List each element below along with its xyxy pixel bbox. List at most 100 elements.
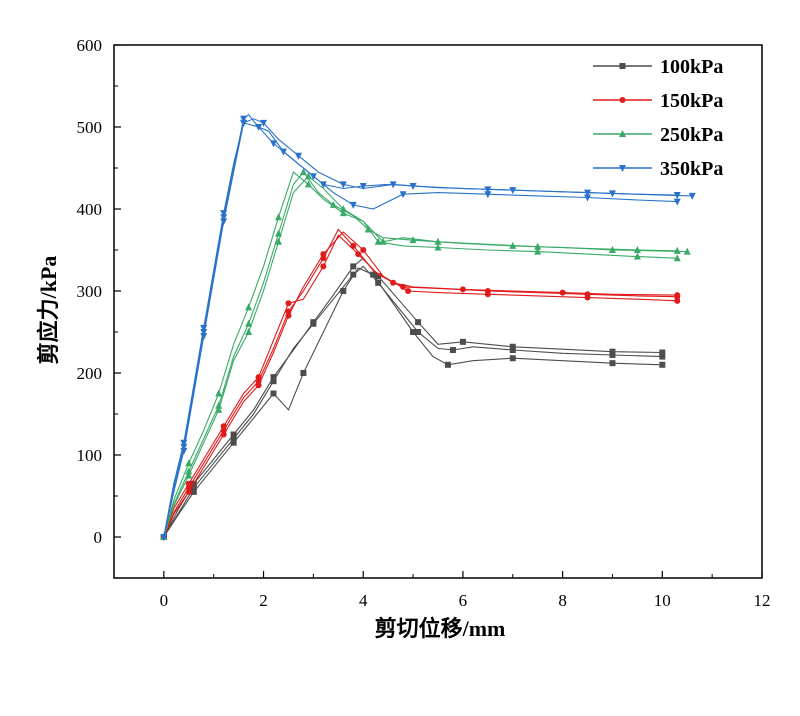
x-tick-label: 4 — [359, 591, 368, 610]
data-point — [180, 447, 188, 455]
y-tick-label: 100 — [77, 446, 103, 465]
data-point — [673, 254, 681, 262]
y-tick-label: 200 — [77, 364, 103, 383]
series-100kPa — [160, 257, 666, 540]
data-point — [415, 329, 422, 335]
x-tick-label: 0 — [160, 591, 169, 610]
data-point — [190, 488, 197, 495]
data-point — [674, 297, 681, 304]
data-point — [375, 273, 382, 280]
data-point — [509, 343, 516, 350]
data-point — [200, 333, 208, 341]
y-tick-label: 300 — [77, 282, 103, 301]
data-point — [434, 237, 442, 245]
x-tick-label: 10 — [654, 591, 671, 610]
legend-label: 250kPa — [660, 124, 723, 146]
data-point — [370, 271, 377, 278]
data-point — [245, 328, 253, 335]
legend: 100kPa 150kPa 250kPa 350kPa — [593, 56, 723, 180]
data-point — [270, 378, 277, 385]
data-point — [240, 119, 248, 127]
data-point — [434, 243, 442, 251]
data-point — [245, 303, 253, 311]
y-tick-label: 500 — [77, 118, 103, 137]
series-line — [163, 175, 678, 538]
data-point — [304, 180, 312, 188]
data-point — [230, 439, 237, 446]
data-point — [360, 247, 367, 253]
legend-label: 150kPa — [660, 90, 723, 112]
data-point — [415, 319, 422, 326]
x-tick-label: 2 — [259, 591, 268, 610]
data-point — [339, 181, 347, 189]
y-tick-label: 400 — [77, 200, 103, 219]
data-point — [310, 319, 317, 326]
data-point — [619, 130, 626, 137]
data-point — [185, 459, 193, 467]
data-point — [349, 201, 357, 209]
data-point — [270, 390, 277, 397]
series-line — [163, 113, 693, 538]
data-point — [299, 168, 307, 176]
series-line — [163, 228, 678, 538]
data-point — [619, 97, 626, 103]
data-point — [255, 382, 262, 389]
data-point — [389, 181, 397, 189]
data-point — [584, 189, 592, 197]
data-point — [359, 183, 367, 191]
x-tick-label: 6 — [459, 591, 468, 610]
data-point — [270, 140, 278, 148]
data-point — [220, 214, 228, 222]
data-point — [215, 405, 223, 413]
y-axis-title: 剪应力/kPa — [36, 256, 61, 365]
plot-frame — [113, 44, 763, 579]
data-point — [285, 312, 292, 319]
data-point — [350, 263, 357, 270]
series-layer — [160, 113, 696, 541]
data-point — [673, 192, 681, 200]
series-line — [163, 231, 678, 538]
data-point — [659, 361, 666, 368]
data-point — [320, 263, 327, 270]
data-point — [484, 291, 491, 298]
x-axis-title: 剪切位移/mm — [375, 616, 506, 641]
series-line — [163, 257, 663, 538]
axis-ticks: 0 2 4 6 8 10 12 0 100 200 300 400 500 600 — [77, 36, 771, 610]
data-point — [185, 471, 193, 479]
legend-label: 350kPa — [660, 158, 723, 180]
data-point — [659, 353, 666, 360]
data-point — [484, 186, 492, 194]
data-point — [674, 293, 681, 300]
data-point — [180, 443, 188, 451]
data-point — [185, 488, 192, 495]
data-point — [449, 347, 456, 354]
data-point — [309, 173, 317, 181]
series-150kPa — [160, 228, 681, 540]
series-line — [163, 265, 663, 538]
data-point — [350, 271, 357, 278]
data-point — [304, 172, 312, 180]
data-point — [619, 165, 626, 172]
y-tick-label: 0 — [94, 528, 103, 547]
data-point — [320, 251, 327, 258]
legend-label: 100kPa — [660, 56, 723, 78]
data-point — [609, 360, 616, 367]
data-point — [255, 374, 262, 381]
data-point — [534, 247, 542, 255]
data-point — [509, 355, 516, 362]
data-point — [200, 329, 208, 336]
data-point — [339, 205, 347, 212]
data-point — [185, 480, 192, 487]
data-point — [270, 374, 277, 381]
data-point — [584, 294, 591, 301]
series-350kPa — [160, 113, 696, 541]
data-point — [688, 192, 696, 200]
data-point — [673, 198, 681, 206]
data-point — [294, 152, 302, 160]
series-line — [163, 171, 678, 538]
series-line — [163, 267, 663, 538]
data-point — [355, 251, 362, 258]
data-point — [300, 370, 307, 376]
